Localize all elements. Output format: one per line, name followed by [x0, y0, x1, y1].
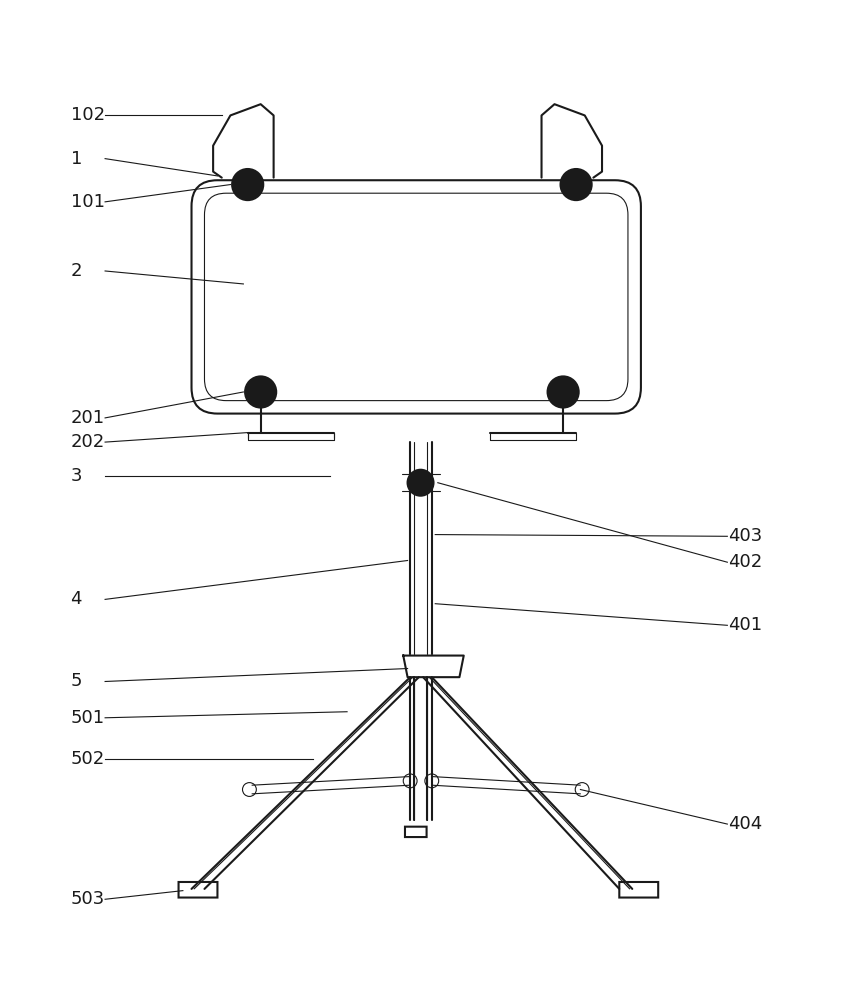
Text: 201: 201 [70, 409, 105, 427]
Circle shape [245, 376, 277, 408]
Text: 4: 4 [70, 590, 82, 608]
Text: 501: 501 [70, 709, 105, 727]
FancyBboxPatch shape [192, 180, 641, 414]
Text: 2: 2 [70, 262, 82, 280]
Text: 1: 1 [70, 150, 81, 168]
Circle shape [548, 376, 578, 408]
Text: 202: 202 [70, 433, 105, 451]
Polygon shape [403, 656, 464, 677]
FancyBboxPatch shape [405, 827, 427, 837]
FancyBboxPatch shape [179, 882, 218, 898]
Text: 402: 402 [727, 553, 762, 571]
Circle shape [561, 169, 591, 200]
Text: 502: 502 [70, 750, 105, 768]
Text: 3: 3 [70, 467, 82, 485]
Text: 403: 403 [727, 527, 762, 545]
Text: 5: 5 [70, 672, 82, 690]
FancyBboxPatch shape [619, 882, 658, 898]
Text: 401: 401 [727, 616, 762, 634]
Circle shape [232, 169, 264, 200]
Text: 404: 404 [727, 815, 762, 833]
Text: 102: 102 [70, 106, 105, 124]
Circle shape [407, 470, 434, 496]
Text: 101: 101 [70, 193, 105, 211]
Text: 503: 503 [70, 890, 105, 908]
